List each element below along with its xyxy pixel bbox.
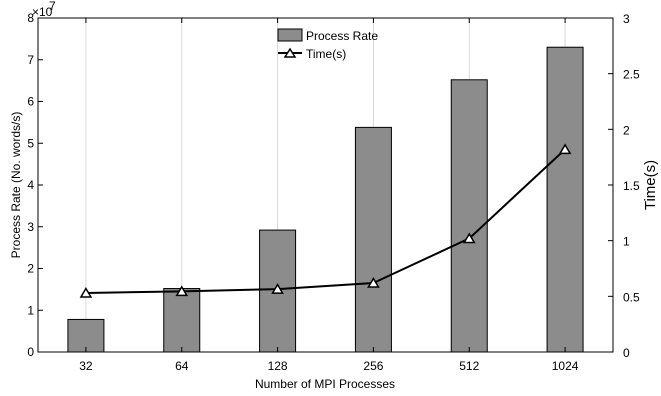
y-tick-label: 6 <box>27 95 34 109</box>
x-tick-label: 32 <box>79 359 93 373</box>
x-tick-label: 128 <box>268 359 288 373</box>
y-axis-title: Process Rate (No. words/s) <box>9 112 23 259</box>
time-marker <box>367 276 380 288</box>
x-tick-label: 256 <box>363 359 383 373</box>
y-tick-label: 8 <box>27 11 34 25</box>
axes-layer: 32 64 128 256 512 1024 0 1 2 3 4 5 6 7 8 0 0.5 1 1.5 2 2.5 3 <box>27 11 640 373</box>
process-rate-bar <box>546 46 584 353</box>
y2-tick-label: 2 <box>623 123 630 137</box>
y-tick-label: 4 <box>27 178 34 192</box>
x-tick-label: 1024 <box>552 359 579 373</box>
x-axis-title: Number of MPI Processes <box>255 377 395 391</box>
y-tick-label: 5 <box>27 136 34 150</box>
process-rate-bar <box>354 126 392 353</box>
time-marker <box>558 143 572 155</box>
legend-swatch-process-rate <box>277 28 303 42</box>
bars-layer <box>67 46 584 353</box>
y-exponent-power: 7 <box>49 0 56 13</box>
legend: Process Rate Time(s) <box>277 28 378 61</box>
time-marker <box>271 283 284 294</box>
time-marker <box>175 285 189 297</box>
y-tick-label: 0 <box>27 345 34 359</box>
y2-tick-label: 0.5 <box>623 290 640 304</box>
y-tick-label: 3 <box>27 220 34 234</box>
time-line <box>85 148 566 294</box>
legend-label-process-rate: Process Rate <box>306 29 378 43</box>
line-layer <box>79 143 572 298</box>
y2-tick-label: 1.5 <box>623 179 640 193</box>
time-marker <box>462 232 476 244</box>
y2-tick-label: 2.5 <box>623 68 640 82</box>
x-tick-label: 512 <box>459 359 479 373</box>
process-rate-bar <box>450 79 488 353</box>
y-exponent-base: ×10 <box>32 5 53 19</box>
x-tick-label: 64 <box>175 359 189 373</box>
y-tick-label: 2 <box>27 262 34 276</box>
legend-marker-time <box>283 47 297 58</box>
time-marker <box>79 287 93 298</box>
y2-axis-title: Time(s) <box>642 160 659 210</box>
y-tick-label: 7 <box>27 53 34 67</box>
y2-tick-label: 0 <box>623 346 630 360</box>
legend-label-time: Time(s) <box>306 47 346 61</box>
y-tick-label: 1 <box>27 303 34 317</box>
process-rate-bar <box>163 288 201 353</box>
y2-tick-label: 3 <box>623 12 630 26</box>
y2-tick-label: 1 <box>623 235 630 249</box>
grid-layer <box>85 18 566 352</box>
